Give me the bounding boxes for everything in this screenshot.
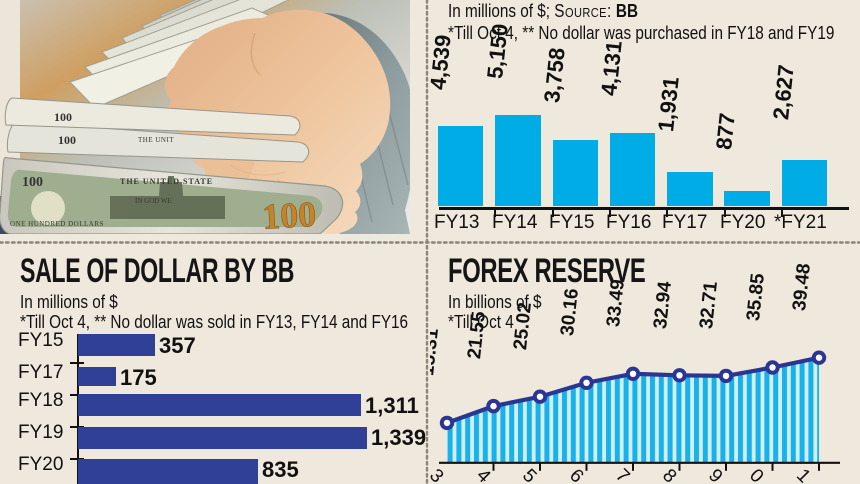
svg-text:100: 100 [22,175,43,190]
svg-text:IN GOD WE: IN GOD WE [135,197,172,205]
svg-text:100: 100 [261,194,317,234]
svg-text:100: 100 [54,110,72,124]
svg-text:THE UNIT: THE UNIT [138,136,174,144]
svg-text:100: 100 [58,133,76,147]
svg-text:THE UNITED STATE: THE UNITED STATE [120,177,213,186]
svg-text:ONE HUNDRED DOLLARS: ONE HUNDRED DOLLARS [10,220,104,228]
